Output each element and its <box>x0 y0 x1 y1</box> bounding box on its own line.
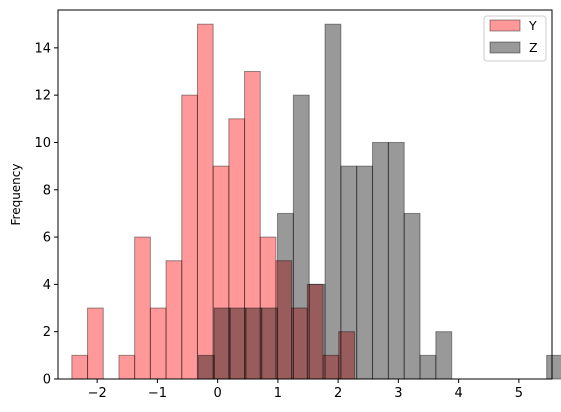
bar-z-2 <box>229 307 247 380</box>
x-tick-label: −1 <box>148 386 167 401</box>
x-tick-label: 4 <box>454 386 462 401</box>
bar-z-7 <box>308 283 326 380</box>
bar-z-12 <box>387 141 405 380</box>
y-tick-label: 10 <box>34 136 51 151</box>
bar-z-9 <box>340 165 358 380</box>
x-tick-label: 3 <box>394 386 402 401</box>
bar-z-3 <box>245 307 263 380</box>
bar-z-1 <box>213 307 231 380</box>
bar-y-3 <box>118 354 136 380</box>
bar-z-22 <box>546 354 561 380</box>
legend-label-y: Y <box>528 18 537 33</box>
bar-y-1 <box>87 307 104 380</box>
x-tick-label: 5 <box>515 386 523 401</box>
bar-z-8 <box>324 23 342 380</box>
y-tick-label: 6 <box>43 231 51 246</box>
y-tick-label: 12 <box>34 89 51 104</box>
y-axis-label: Frequency <box>9 164 23 226</box>
legend-label-z: Z <box>529 40 538 55</box>
y-tick-label: 4 <box>43 278 51 293</box>
bar-y-6 <box>165 260 183 380</box>
bar-y-7 <box>181 94 198 380</box>
bar-z-10 <box>356 165 374 380</box>
y-tick-label: 2 <box>43 325 51 340</box>
bar-y-4 <box>134 236 151 380</box>
y-axis: 0 2 4 6 8 10 12 14 <box>34 41 58 388</box>
bar-z-13 <box>403 212 421 380</box>
y-tick-label: 0 <box>43 373 51 388</box>
bar-y-5 <box>149 307 167 380</box>
legend-swatch-y <box>489 19 521 32</box>
bar-z-15 <box>435 331 453 380</box>
x-tick-label: 2 <box>334 386 342 401</box>
x-tick-label: 1 <box>274 386 282 401</box>
bar-y-8 <box>196 23 214 380</box>
bar-z-6 <box>292 94 310 380</box>
bar-z-14 <box>419 354 437 380</box>
bar-z-11 <box>372 141 389 380</box>
bar-z-5 <box>277 212 294 380</box>
y-tick-label: 14 <box>34 41 51 56</box>
x-axis: −2 −1 0 1 2 3 4 5 <box>88 379 523 401</box>
y-tick-label: 8 <box>43 183 51 198</box>
legend-swatch-z <box>489 41 521 54</box>
x-tick-label: 0 <box>214 386 222 401</box>
legend-box <box>483 15 547 62</box>
bar-z-4 <box>261 307 279 380</box>
plot-frame <box>57 9 553 380</box>
histogram-bars <box>71 23 561 380</box>
bar-z-0 <box>197 354 215 380</box>
x-tick-label: −2 <box>88 386 107 401</box>
legend: Y Z <box>483 15 547 62</box>
bar-y-0 <box>71 354 89 380</box>
